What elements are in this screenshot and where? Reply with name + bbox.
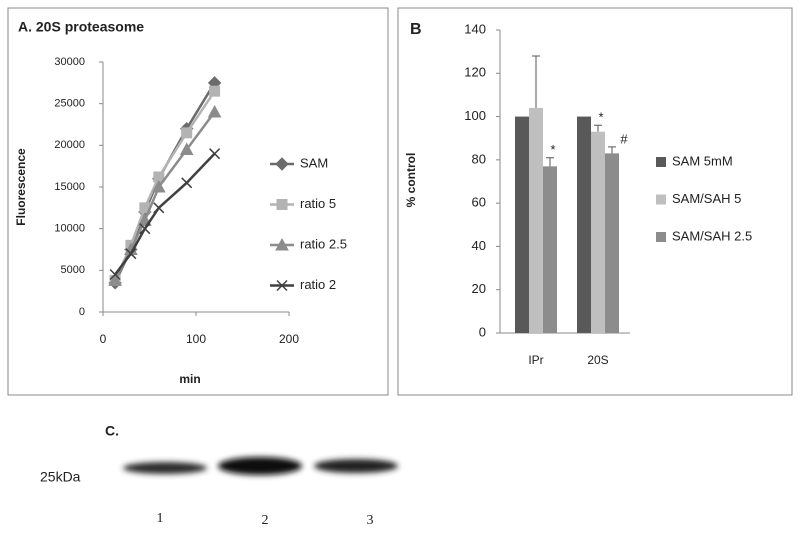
- blot-bands: [123, 457, 398, 475]
- y-tick-label: 140: [464, 21, 486, 36]
- band: [314, 459, 398, 473]
- legend-marker: [275, 237, 289, 251]
- y-tick-label: 30000: [54, 56, 85, 68]
- legend-label: SAM/SAH 5: [672, 191, 741, 206]
- y-tick-label: 120: [464, 65, 486, 80]
- point: [151, 179, 166, 193]
- y-tick-label: 80: [472, 151, 486, 166]
- lane-label: 3: [367, 513, 374, 528]
- line: [114, 152, 216, 276]
- point: [209, 148, 221, 160]
- bar: [591, 131, 605, 333]
- point: [209, 85, 221, 97]
- x-tick-label: 100: [186, 332, 206, 346]
- y-tick-label: 10000: [54, 223, 85, 235]
- panel-label: C.: [105, 423, 119, 439]
- x-axis-label: min: [179, 372, 200, 386]
- bar: [543, 166, 557, 333]
- point: [181, 127, 193, 139]
- y-axis-label: Fluorescence: [14, 148, 28, 226]
- chart-title: A. 20S proteasome: [18, 19, 144, 35]
- point: [153, 202, 165, 214]
- error-bar: [532, 55, 540, 108]
- legend-label: ratio 2: [300, 277, 336, 292]
- point: [207, 104, 222, 118]
- legend-swatch: [656, 194, 666, 205]
- chart-title: B: [410, 21, 422, 38]
- x-tick-label: 200: [279, 332, 299, 346]
- x-tick-label: 20S: [587, 353, 608, 367]
- point: [179, 142, 194, 155]
- y-tick-label: 60: [472, 195, 486, 210]
- annotation: #: [620, 131, 628, 146]
- point: [109, 268, 121, 281]
- error-bar: [608, 146, 616, 154]
- legend-label: SAM 5mM: [672, 153, 733, 168]
- legend-marker: [276, 279, 288, 292]
- point: [125, 248, 137, 260]
- legend-label: SAM/SAH 2.5: [672, 228, 752, 243]
- marker-label: 25kDa: [40, 469, 81, 485]
- error-bar: [546, 157, 554, 167]
- annotation: *: [598, 110, 603, 125]
- legend-marker: [276, 199, 288, 210]
- legend-label: ratio 5: [300, 196, 336, 211]
- y-tick-label: 25000: [54, 98, 85, 110]
- legend-label: SAM: [300, 155, 328, 170]
- lane-label: 1: [157, 511, 164, 526]
- panel-b-frame: [397, 7, 793, 396]
- legend-swatch: [656, 232, 666, 242]
- annotation: *: [550, 142, 555, 157]
- legend-marker: [275, 157, 289, 171]
- y-axis-label: % control: [404, 153, 418, 208]
- bar: [605, 153, 619, 333]
- band: [218, 457, 302, 475]
- bar: [529, 107, 543, 334]
- point: [108, 273, 122, 286]
- point: [181, 177, 193, 189]
- y-tick-label: 20000: [54, 139, 85, 151]
- panel-a-frame: [7, 7, 389, 396]
- y-tick-label: 20: [472, 281, 486, 296]
- legend-label: ratio 2.5: [300, 236, 347, 251]
- bar: [577, 116, 591, 333]
- point: [139, 223, 151, 235]
- error-bar: [594, 124, 602, 132]
- y-tick-label: 5000: [61, 264, 85, 276]
- lane-label: 2: [262, 513, 269, 528]
- band: [123, 462, 207, 474]
- y-tick-label: 0: [79, 306, 85, 318]
- legend-swatch: [656, 157, 666, 167]
- y-tick-label: 15000: [54, 181, 85, 193]
- y-tick-label: 100: [464, 108, 486, 123]
- y-tick-label: 0: [479, 324, 486, 339]
- bar: [515, 116, 529, 333]
- x-tick-label: IPr: [528, 353, 543, 367]
- y-tick-label: 40: [472, 238, 486, 253]
- x-tick-label: 0: [100, 332, 107, 346]
